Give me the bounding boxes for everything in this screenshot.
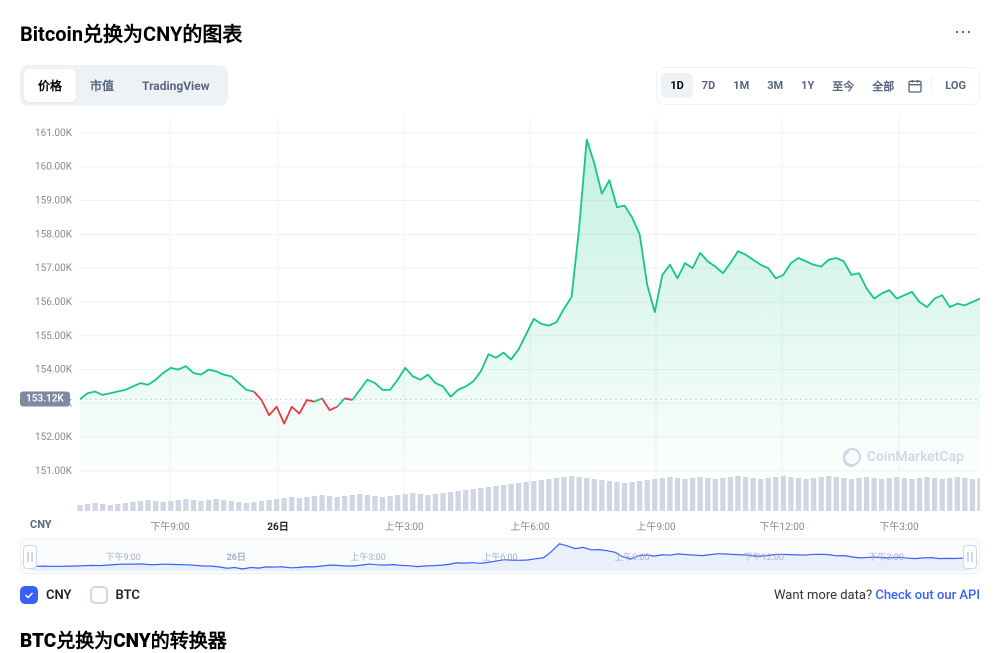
navigator-handle-right[interactable] bbox=[963, 545, 977, 569]
svg-text:155.00K: 155.00K bbox=[35, 331, 73, 342]
mini-chart-navigator[interactable]: 下午9:00 26日 上午3:00 上午6:00 上午9:00 下午12:00 下午3:00 bbox=[20, 538, 980, 574]
tab-price[interactable]: 价格 bbox=[24, 69, 76, 102]
api-cta: Want more data? Check out our API bbox=[774, 588, 980, 603]
log-toggle[interactable]: LOG bbox=[936, 73, 975, 98]
x-tick: 26日 bbox=[267, 518, 288, 533]
range-1d[interactable]: 1D bbox=[661, 73, 692, 98]
y-axis-currency-label: CNY bbox=[30, 518, 52, 531]
legend-btc[interactable]: BTC bbox=[90, 586, 140, 604]
svg-text:156.00K: 156.00K bbox=[35, 297, 73, 308]
x-tick: 下午3:00 bbox=[879, 518, 918, 533]
x-tick: 下午12:00 bbox=[760, 518, 805, 533]
separator bbox=[931, 77, 932, 95]
mini-x-tick: 下午9:00 bbox=[106, 550, 141, 563]
range-3m[interactable]: 3M bbox=[758, 73, 792, 98]
mini-x-tick: 上午9:00 bbox=[614, 550, 649, 563]
tab-tradingview[interactable]: TradingView bbox=[128, 71, 223, 101]
range-ytd[interactable]: 至今 bbox=[823, 72, 863, 100]
chart-type-tabs: 价格 市值 TradingView bbox=[20, 65, 228, 106]
svg-text:154.00K: 154.00K bbox=[35, 365, 73, 376]
svg-text:161.00K: 161.00K bbox=[35, 128, 73, 139]
x-tick: 上午9:00 bbox=[636, 518, 675, 533]
checkbox-cny[interactable] bbox=[20, 586, 38, 604]
range-7d[interactable]: 7D bbox=[693, 73, 724, 98]
legend-btc-label: BTC bbox=[116, 588, 140, 603]
api-cta-link[interactable]: Check out our API bbox=[875, 588, 980, 603]
api-cta-text: Want more data? bbox=[774, 588, 875, 603]
x-tick: 上午3:00 bbox=[384, 518, 423, 533]
x-tick: 上午6:00 bbox=[510, 518, 549, 533]
svg-text:158.00K: 158.00K bbox=[35, 229, 73, 240]
svg-text:160.00K: 160.00K bbox=[35, 162, 73, 173]
next-section-title: BTC兑换为CNY的转换器 bbox=[20, 626, 980, 653]
mini-x-tick: 下午3:00 bbox=[869, 550, 904, 563]
x-tick: 下午9:00 bbox=[150, 518, 189, 533]
range-all[interactable]: 全部 bbox=[863, 72, 903, 100]
page-title: Bitcoin兑换为CNY的图表 bbox=[20, 18, 242, 47]
navigator-handle-left[interactable] bbox=[23, 545, 37, 569]
mini-x-tick: 下午12:00 bbox=[744, 550, 784, 563]
price-chart: 151.00K152.00K153.00K154.00K155.00K156.0… bbox=[20, 116, 980, 516]
more-button[interactable]: ⋯ bbox=[948, 21, 980, 45]
svg-text:151.00K: 151.00K bbox=[35, 466, 73, 477]
svg-text:152.00K: 152.00K bbox=[35, 432, 73, 443]
calendar-icon[interactable] bbox=[903, 74, 927, 98]
range-1m[interactable]: 1M bbox=[724, 73, 758, 98]
tab-marketcap[interactable]: 市值 bbox=[76, 69, 128, 102]
time-range-selector: 1D 7D 1M 3M 1Y 至今 全部 LOG bbox=[656, 67, 980, 105]
legend-cny[interactable]: CNY bbox=[20, 586, 72, 604]
baseline-price-badge: 153.12K bbox=[20, 392, 70, 407]
x-axis: CNY 下午9:00 26日 上午3:00 上午6:00 上午9:00 下午12:00 下午… bbox=[20, 516, 980, 536]
svg-text:157.00K: 157.00K bbox=[35, 263, 73, 274]
series-legend: CNY BTC bbox=[20, 586, 140, 604]
range-1y[interactable]: 1Y bbox=[792, 73, 823, 98]
checkbox-btc[interactable] bbox=[90, 586, 108, 604]
mini-x-tick: 上午3:00 bbox=[350, 550, 385, 563]
mini-x-tick: 26日 bbox=[227, 550, 246, 563]
chart-svg: 151.00K152.00K153.00K154.00K155.00K156.0… bbox=[20, 116, 980, 516]
legend-cny-label: CNY bbox=[46, 588, 72, 603]
svg-text:159.00K: 159.00K bbox=[35, 196, 73, 207]
mini-x-tick: 上午6:00 bbox=[482, 550, 517, 563]
